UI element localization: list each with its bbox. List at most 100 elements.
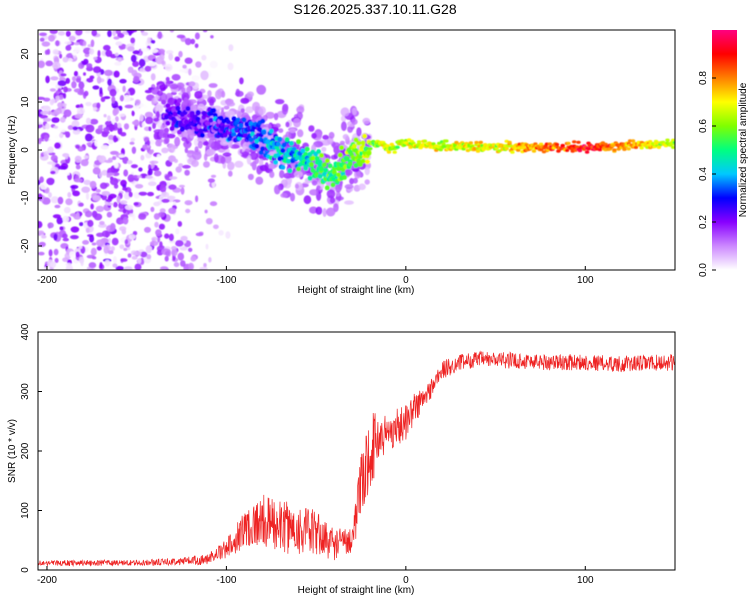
spectrogram-cell-1828 bbox=[319, 166, 324, 172]
spectrogram-cell-261 bbox=[131, 146, 137, 154]
spectrogram-cell-2222 bbox=[577, 149, 583, 153]
spectrogram-cell-171 bbox=[149, 240, 159, 246]
spectrogram-cell-785 bbox=[63, 92, 67, 99]
spectrogram-cell-1489 bbox=[153, 96, 158, 104]
spectrogram-cell-1532 bbox=[176, 97, 182, 103]
spectrogram-cell-1406 bbox=[295, 183, 299, 189]
spectrogram-cell-866 bbox=[112, 156, 117, 160]
colorbar: 0.0 0.2 0.4 0.6 0.8 Normalized spectral ampl… bbox=[698, 30, 749, 277]
colorbar-tick-label-3: 0.6 bbox=[698, 119, 709, 133]
spectrogram-cell-882 bbox=[64, 41, 72, 45]
spectrogram-cell-675 bbox=[103, 245, 109, 254]
spectrogram-cell-421 bbox=[132, 50, 140, 55]
spectrogram-cell-541 bbox=[108, 139, 114, 145]
snr-background bbox=[38, 332, 675, 570]
spectrogram-cell-1466 bbox=[169, 83, 179, 90]
spectrogram-cell-677 bbox=[53, 125, 59, 129]
spectrogram-x-tick-label-0: -200 bbox=[37, 275, 57, 286]
spectrogram-cell-405 bbox=[59, 132, 64, 139]
spectrogram-cell-790 bbox=[60, 73, 67, 77]
spectrogram-cell-1339 bbox=[303, 195, 312, 205]
spectrogram-cell-1315 bbox=[216, 139, 222, 150]
snr-y-tick-label-2: 200 bbox=[20, 442, 31, 459]
spectrogram-cell-1204 bbox=[278, 128, 284, 134]
spectrogram-cell-1839 bbox=[324, 185, 330, 191]
spectrogram-cell-607 bbox=[208, 83, 218, 88]
spectrogram-cell-666 bbox=[128, 234, 136, 240]
snr-x-ticks: -200 -100 0 100 bbox=[37, 566, 594, 586]
spectrogram-cell-167 bbox=[228, 44, 234, 52]
spectrogram-cell-1644 bbox=[231, 131, 237, 137]
spectrogram-cell-650 bbox=[143, 104, 147, 109]
spectrogram-cell-1805 bbox=[307, 175, 313, 181]
spectrogram-cell-382 bbox=[127, 253, 132, 258]
spectrogram-cell-725 bbox=[168, 195, 176, 200]
snr-y-ticks: 0 100 200 300 400 bbox=[20, 323, 42, 573]
spectrogram-y-tick-label-0: -20 bbox=[20, 238, 31, 253]
spectrogram-y-tick-label-2: 0 bbox=[20, 147, 31, 153]
spectrogram-cell-9 bbox=[122, 156, 129, 164]
spectrogram-cell-734 bbox=[53, 233, 58, 241]
spectrogram-cell-721 bbox=[82, 240, 90, 245]
spectrogram-cell-495 bbox=[114, 52, 119, 57]
spectrogram-cell-1491 bbox=[194, 146, 199, 153]
spectrogram-cell-351 bbox=[56, 217, 64, 225]
spectrogram-cell-736 bbox=[159, 184, 167, 193]
spectrogram-cell-1402 bbox=[362, 117, 371, 125]
spectrogram-cell-515 bbox=[188, 262, 194, 270]
spectrogram-cell-1447 bbox=[183, 97, 188, 106]
spectrogram-cell-336 bbox=[38, 221, 43, 229]
spectrogram-cell-1496 bbox=[311, 132, 317, 139]
spectrogram-cell-483 bbox=[42, 105, 51, 112]
spectrogram-cell-332 bbox=[38, 138, 42, 145]
spectrogram-cell-1226 bbox=[235, 88, 240, 97]
spectrogram-cell-488 bbox=[178, 163, 184, 168]
spectrogram-cell-807 bbox=[144, 65, 152, 72]
spectrogram-cell-693 bbox=[148, 150, 153, 155]
spectrogram-cell-1694 bbox=[254, 143, 260, 149]
spectrogram-cell-1845 bbox=[327, 163, 333, 169]
spectrogram-cell-246 bbox=[158, 223, 165, 230]
spectrogram-cell-390 bbox=[93, 213, 103, 221]
spectrogram-cell-1263 bbox=[273, 112, 279, 121]
spectrogram-cell-749 bbox=[50, 170, 56, 175]
spectrogram-cell-15 bbox=[209, 201, 218, 207]
spectrogram-cell-759 bbox=[168, 207, 177, 214]
spectrogram-cell-1437 bbox=[339, 140, 345, 145]
spectrogram-cell-1238 bbox=[256, 84, 267, 95]
spectrogram-cell-811 bbox=[122, 85, 126, 93]
spectrogram-cell-1835 bbox=[321, 162, 327, 168]
spectrogram-cell-600 bbox=[140, 251, 148, 258]
spectrogram-cell-1747 bbox=[280, 164, 286, 170]
spectrogram-cell-1412 bbox=[241, 151, 249, 158]
spectrogram-cell-1808 bbox=[309, 161, 314, 167]
spectrogram-cell-1487 bbox=[356, 127, 362, 137]
spectrogram-cell-126 bbox=[130, 137, 136, 142]
spectrogram-cell-2119 bbox=[504, 147, 509, 151]
spectrogram-cell-1020 bbox=[352, 177, 358, 184]
spectrogram-cell-2127 bbox=[510, 150, 515, 154]
spectrogram-cell-799 bbox=[133, 202, 139, 206]
spectrogram-cell-1252 bbox=[293, 117, 301, 128]
spectrogram-cell-708 bbox=[90, 203, 94, 210]
spectrogram-cell-473 bbox=[88, 262, 97, 269]
spectrogram-cell-2079 bbox=[475, 149, 481, 153]
spectrogram-cell-886 bbox=[96, 102, 101, 109]
spectrogram-cell-209 bbox=[95, 205, 105, 213]
spectrogram-cell-903 bbox=[255, 176, 264, 185]
spectrogram-cell-846 bbox=[131, 255, 138, 260]
spectrogram-cell-479 bbox=[40, 153, 44, 157]
spectrogram-cell-1145 bbox=[215, 89, 222, 100]
spectrogram-cell-276 bbox=[85, 192, 90, 200]
spectrogram-cell-1066 bbox=[229, 144, 240, 149]
spectrogram-cell-1547 bbox=[184, 119, 190, 125]
spectrogram-cell-813 bbox=[42, 117, 52, 122]
spectrogram-cell-1498 bbox=[161, 99, 167, 105]
spectrogram-cell-2190 bbox=[554, 142, 560, 147]
spectrogram-cell-1738 bbox=[275, 141, 281, 147]
spectrogram-cell-851 bbox=[124, 204, 134, 210]
spectrogram-cell-2069 bbox=[468, 141, 473, 145]
spectrogram-cell-352 bbox=[54, 258, 59, 263]
spectrogram-cell-189 bbox=[65, 198, 73, 206]
spectrogram-cell-678 bbox=[111, 96, 116, 104]
